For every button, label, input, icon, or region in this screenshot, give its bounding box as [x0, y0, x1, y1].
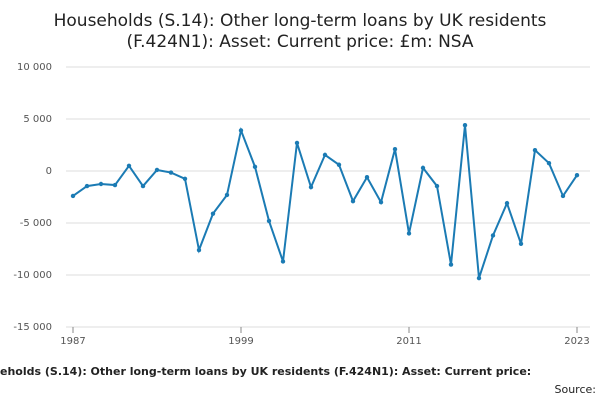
data-point: [154, 167, 160, 173]
data-point: [406, 231, 412, 236]
data-point: [126, 163, 132, 168]
data-point: [280, 259, 286, 264]
data-point: [238, 128, 244, 133]
data-point: [252, 164, 258, 170]
data-point: [182, 176, 188, 181]
y-tick-label: 5 000: [23, 114, 52, 125]
series-line: [72, 125, 578, 279]
data-point: [168, 170, 174, 175]
data-point: [350, 198, 356, 204]
data-point: [420, 165, 426, 171]
data-point: [224, 192, 230, 198]
data-point: [476, 275, 482, 281]
y-tick-label: -15 000: [13, 322, 52, 333]
data-point: [84, 183, 90, 189]
data-point: [294, 140, 300, 146]
data-point: [98, 181, 104, 187]
data-point: [378, 200, 384, 205]
y-tick-label: 10 000: [17, 62, 52, 73]
data-point: [532, 148, 538, 153]
data-point: [336, 162, 342, 167]
data-point: [392, 146, 398, 152]
y-tick-label: -10 000: [13, 270, 52, 281]
y-tick-label: -5 000: [20, 218, 52, 229]
y-tick-label: 0: [46, 166, 52, 177]
data-point: [322, 152, 328, 158]
data-point: [196, 247, 202, 253]
chart-title: (F.424N1): Asset: Current price: £m: NSA: [126, 32, 473, 52]
data-point: [462, 123, 468, 128]
data-point: [140, 183, 146, 189]
x-tick-label: 1987: [60, 336, 85, 347]
data-point: [574, 172, 580, 178]
data-point: [266, 218, 272, 224]
data-point: [518, 241, 524, 246]
x-tick-label: 2023: [564, 336, 589, 347]
data-point: [504, 201, 510, 206]
data-point: [448, 262, 454, 267]
data-point: [210, 211, 216, 216]
data-point: [560, 193, 566, 199]
data-point: [70, 193, 76, 199]
source: Source:: [555, 383, 597, 396]
x-tick-label: 2011: [396, 336, 421, 347]
data-point: [308, 184, 314, 190]
data-point: [112, 182, 118, 188]
data-point: [546, 161, 552, 166]
data-point: [434, 183, 440, 189]
chart-title: Households (S.14): Other long-term loans…: [54, 11, 547, 31]
x-tick-label: 1999: [228, 336, 253, 347]
data-point: [490, 233, 496, 238]
footer-title: eholds (S.14): Other long-term loans by …: [0, 365, 531, 378]
data-point: [364, 175, 370, 180]
